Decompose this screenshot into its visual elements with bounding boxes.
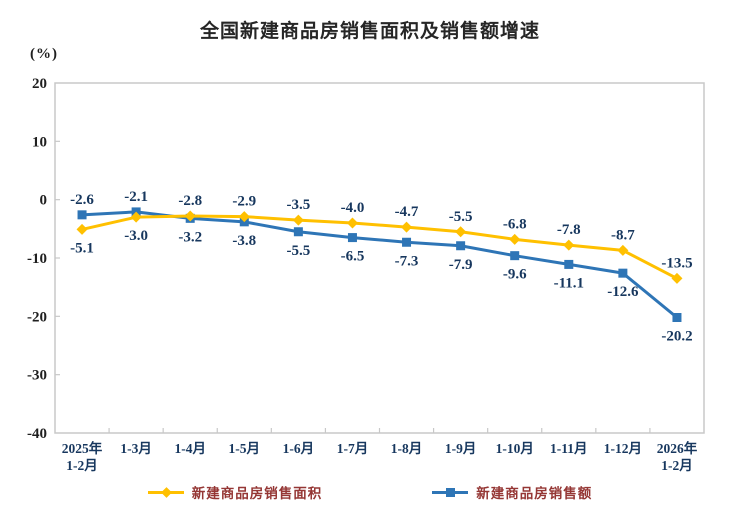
data-label: -7.3: [395, 253, 419, 269]
y-axis-tick-label: -40: [27, 426, 47, 442]
legend-item-sales-value[interactable]: 新建商品房销售额: [432, 482, 592, 502]
legend: 新建商品房销售面积 新建商品房销售额: [0, 482, 740, 502]
y-axis-tick-label: 0: [40, 193, 48, 209]
legend-label-sales-area: 新建商品房销售面积: [191, 486, 323, 501]
data-label: -11.1: [554, 275, 584, 291]
series-marker-diamond-icon: [455, 226, 467, 238]
series-marker-square-icon: [672, 313, 682, 322]
x-axis-category-label: 1-6月: [283, 441, 315, 456]
data-label: -4.7: [395, 204, 419, 220]
x-axis-category-label: 1-8月: [391, 441, 423, 456]
data-label: -7.9: [449, 257, 473, 273]
data-label: -20.2: [661, 329, 692, 345]
data-label: -3.8: [232, 233, 256, 249]
data-label: -3.0: [124, 228, 148, 244]
series-marker-diamond-icon: [184, 210, 196, 222]
legend-marker-sales-area-icon: [147, 486, 184, 498]
series-marker-diamond-icon: [671, 272, 683, 284]
series-marker-square-icon: [510, 251, 520, 261]
y-axis-tick-label: -10: [27, 251, 47, 267]
legend-label-sales-value: 新建商品房销售额: [476, 486, 593, 501]
data-label: -9.6: [503, 267, 527, 283]
series-marker-diamond-icon: [401, 221, 413, 233]
series-marker-diamond-icon: [563, 239, 575, 251]
series-marker-diamond-icon: [509, 233, 521, 245]
legend-marker-sales-value-icon: [432, 487, 469, 497]
y-axis-tick-label: 10: [32, 134, 47, 150]
data-label: -6.5: [341, 249, 365, 265]
x-axis-category-label: 2026年 1-2月: [657, 440, 698, 473]
x-axis-category-label: 1-10月: [496, 441, 534, 456]
data-label: -5.1: [70, 240, 94, 256]
data-label: -13.5: [661, 255, 692, 271]
y-axis-unit-label: (%): [30, 46, 58, 62]
series-marker-diamond-icon: [292, 214, 304, 226]
x-axis-category-label: 1-5月: [229, 441, 261, 456]
y-axis-tick-label: -30: [27, 368, 47, 384]
series-marker-square-icon: [402, 237, 412, 247]
y-axis-tick-label: -20: [27, 309, 47, 325]
plot-border: [54, 82, 705, 434]
data-label: -6.8: [503, 216, 527, 232]
series-marker-diamond-icon: [76, 223, 88, 235]
data-label: -5.5: [287, 243, 311, 259]
x-axis-category-label: 1-11月: [550, 441, 588, 456]
legend-item-sales-area[interactable]: 新建商品房销售面积: [147, 482, 323, 502]
x-axis-category-label: 2025年 1-2月: [62, 440, 103, 473]
series-marker-square-icon: [77, 210, 87, 220]
series-marker-diamond-icon: [617, 244, 629, 256]
line-chart: 20 10 0 -10 -20 -30 -40 2025年 1-2月 1-3月 1-4月 1-5月 1-…: [27, 76, 705, 473]
series-marker-diamond-icon: [346, 217, 358, 229]
x-axis-category-label: 1-3月: [120, 441, 152, 456]
data-label: -2.6: [70, 192, 94, 208]
series-marker-diamond-icon: [130, 211, 142, 223]
series-marker-square-icon: [456, 241, 466, 251]
x-axis-category-label: 1-9月: [445, 441, 477, 456]
data-label: -2.1: [124, 189, 148, 205]
x-axis-category-label: 1-7月: [337, 441, 369, 456]
x-axis-category-label: 1-12月: [604, 441, 642, 456]
data-label: -5.5: [449, 209, 473, 225]
data-label: -2.9: [232, 194, 256, 210]
x-axis-category-label: 1-4月: [174, 441, 206, 456]
series-marker-diamond-icon: [238, 211, 250, 223]
data-label: -4.0: [341, 200, 365, 216]
series-marker-square-icon: [293, 227, 303, 237]
data-label: -7.8: [557, 222, 581, 238]
data-label: -3.5: [287, 197, 311, 213]
series-line-1: [81, 210, 678, 319]
series-marker-square-icon: [347, 233, 357, 243]
data-label: -12.6: [607, 284, 639, 300]
data-label: -2.8: [178, 193, 202, 209]
series-marker-square-icon: [618, 268, 628, 278]
series-marker-square-icon: [564, 259, 574, 269]
chart-title: 全国新建商品房销售面积及销售额增速: [199, 21, 540, 42]
data-label: -3.2: [178, 229, 202, 245]
series-line-0: [81, 214, 678, 280]
y-axis-tick-label: 20: [32, 76, 47, 92]
data-label: -8.7: [611, 227, 635, 243]
